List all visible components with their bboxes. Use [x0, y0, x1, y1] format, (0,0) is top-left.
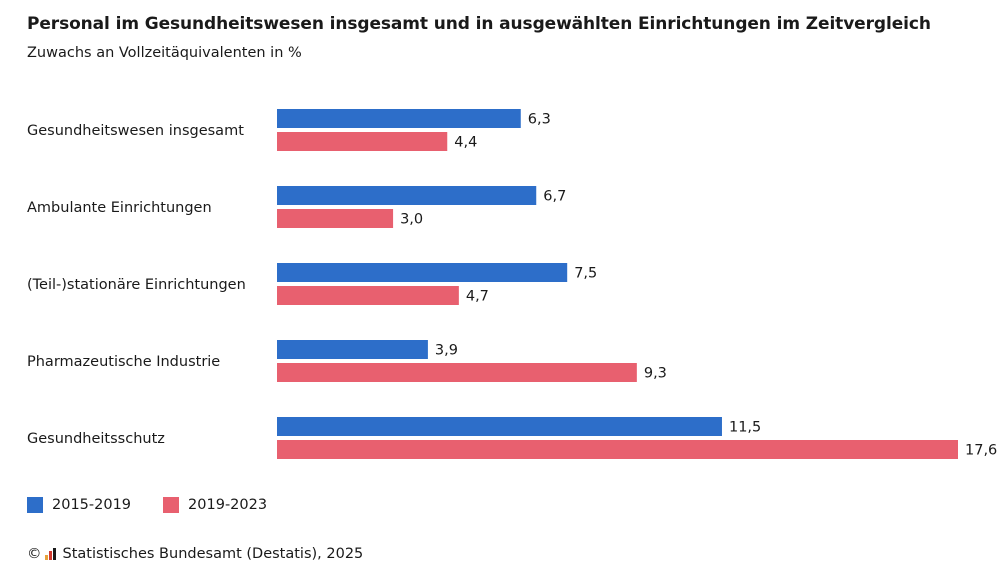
- category-label: (Teil-)stationäre Einrichtungen: [27, 277, 246, 293]
- bar-series-1[interactable]: [277, 263, 568, 282]
- category-label: Pharmazeutische Industrie: [27, 354, 220, 370]
- bar-series-1[interactable]: [277, 417, 722, 436]
- category-label: Ambulante Einrichtungen: [27, 200, 212, 216]
- data-label-series-1: 3,9: [435, 343, 458, 359]
- source-line: © Statistisches Bundesamt (Destatis), 20…: [27, 546, 363, 562]
- source-text: Statistisches Bundesamt (Destatis), 2025: [62, 546, 364, 562]
- data-label-series-2: 4,7: [466, 289, 489, 305]
- legend-swatch-series-1: [27, 497, 43, 513]
- data-label-series-2: 17,6: [965, 443, 997, 459]
- chart-subtitle: Zuwachs an Vollzeitäquivalenten in %: [27, 45, 302, 61]
- bar-series-2[interactable]: [277, 286, 459, 305]
- bar-series-2[interactable]: [277, 132, 448, 151]
- data-label-series-2: 3,0: [400, 212, 423, 228]
- legend-label-series-1: 2015-2019: [52, 497, 132, 513]
- bar-chart: Gesundheitswesen insgesamt 6,3 4,4 Ambulant…: [27, 109, 997, 459]
- bar-series-2[interactable]: [277, 209, 394, 228]
- bar-series-1[interactable]: [277, 340, 428, 359]
- legend-item-series-1[interactable]: 2015-2019: [27, 497, 131, 513]
- data-label-series-1: 11,5: [729, 420, 761, 436]
- bar-series-2[interactable]: [277, 363, 637, 382]
- copyright-symbol: ©: [27, 546, 42, 562]
- data-label-series-1: 6,7: [543, 189, 566, 205]
- category-label: Gesundheitsschutz: [27, 431, 165, 447]
- chart-legend: 2015-2019 2019-2023: [27, 497, 299, 513]
- destatis-logo-icon: [44, 548, 57, 560]
- category-label: Gesundheitswesen insgesamt: [27, 123, 244, 139]
- data-label-series-1: 6,3: [528, 112, 551, 128]
- data-label-series-2: 4,4: [454, 135, 477, 151]
- data-label-series-2: 9,3: [644, 366, 667, 382]
- bar-series-1[interactable]: [277, 186, 537, 205]
- bar-series-1[interactable]: [277, 109, 521, 128]
- legend-label-series-2: 2019-2023: [188, 497, 268, 513]
- legend-item-series-2[interactable]: 2019-2023: [163, 497, 267, 513]
- legend-swatch-series-2: [163, 497, 180, 513]
- chart-title: Personal im Gesundheitswesen insgesamt u…: [27, 14, 931, 34]
- bar-series-2[interactable]: [277, 440, 958, 459]
- data-label-series-1: 7,5: [574, 266, 597, 282]
